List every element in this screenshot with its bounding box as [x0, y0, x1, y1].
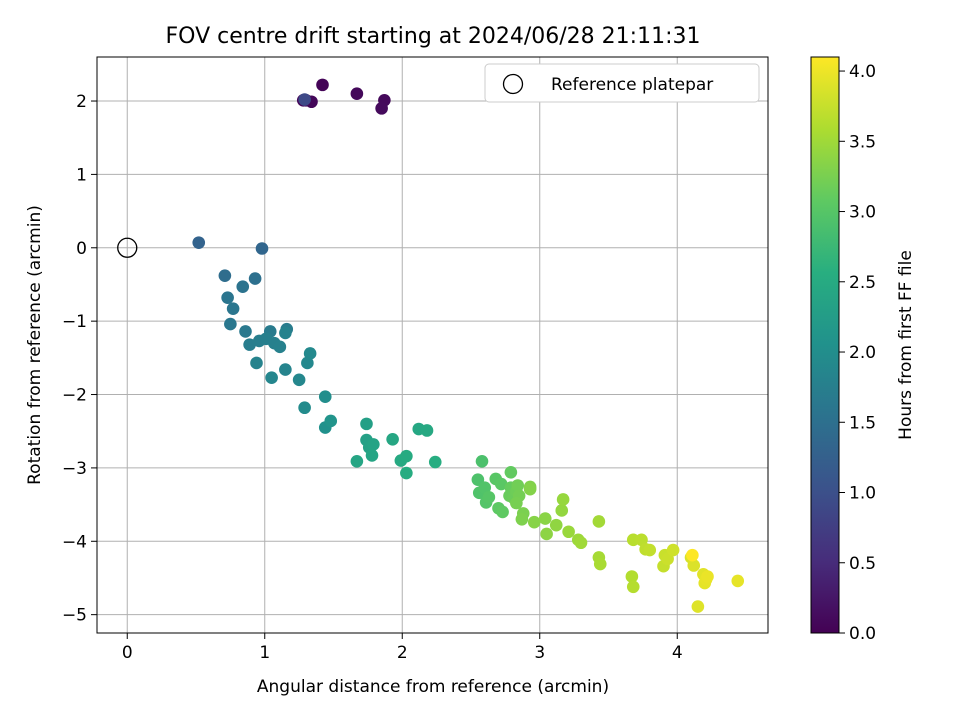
data-point: [192, 236, 205, 249]
data-point: [249, 272, 262, 285]
data-point: [701, 570, 714, 583]
colorbar-tick-label: 0.5: [849, 554, 876, 574]
colorbar-label: Hours from first FF file: [896, 250, 916, 440]
data-point: [279, 327, 292, 340]
colorbar-tick-label: 4.0: [849, 62, 876, 82]
x-tick-label: 1: [259, 643, 270, 663]
data-point: [279, 363, 292, 376]
data-point: [550, 519, 563, 532]
colorbar-tick-label: 1.5: [849, 413, 876, 433]
data-point: [686, 549, 699, 562]
data-point: [304, 347, 317, 360]
y-tick-label: −5: [62, 606, 87, 626]
data-point: [367, 438, 380, 451]
y-tick-label: 2: [76, 92, 87, 112]
x-axis-label: Angular distance from reference (arcmin): [257, 677, 609, 697]
colorbar-tick-label: 0.0: [849, 624, 876, 644]
data-point: [236, 280, 249, 293]
chart-title: FOV centre drift starting at 2024/06/28 …: [166, 24, 701, 49]
data-point: [483, 491, 496, 504]
data-point: [667, 544, 680, 557]
y-tick-label: −4: [62, 532, 87, 552]
x-tick-label: 0: [122, 643, 133, 663]
colorbar-tick-label: 1.0: [849, 484, 876, 504]
y-tick-label: 0: [76, 239, 87, 259]
data-point: [400, 467, 413, 480]
legend: Reference platepar: [485, 64, 759, 102]
y-axis-label: Rotation from reference (arcmin): [25, 205, 45, 485]
scatter-points: [192, 79, 744, 613]
data-point: [250, 357, 263, 370]
data-point: [524, 483, 537, 496]
chart: 0 1 2 3 4 2 1 0 −1 −2 −3 −4 −5 FOV centre drift sta…: [0, 0, 960, 720]
colorbar-ticks: 0.0 0.5 1.0 1.5 2.0 2.5 3.0 3.5 4.0: [839, 62, 876, 644]
data-point: [219, 269, 232, 282]
data-point: [539, 512, 552, 525]
data-point: [265, 371, 278, 384]
data-point: [496, 506, 509, 519]
data-point: [557, 493, 570, 506]
colorbar: 0.0 0.5 1.0 1.5 2.0 2.5 3.0 3.5 4.0 Hours from f…: [811, 57, 916, 644]
data-point: [375, 102, 388, 115]
data-point: [293, 374, 306, 387]
data-point: [227, 302, 240, 315]
legend-entry-reference-platepar: Reference platepar: [551, 75, 713, 95]
data-point: [643, 544, 656, 557]
data-point: [316, 79, 329, 92]
x-axis-ticks: 0 1 2 3 4: [122, 633, 683, 663]
data-point: [731, 575, 744, 588]
data-point: [510, 497, 523, 510]
data-point: [476, 455, 489, 468]
data-point: [360, 418, 373, 431]
data-point: [593, 515, 606, 528]
data-point: [505, 466, 518, 479]
y-tick-label: −1: [62, 312, 87, 332]
colorbar-tick-label: 3.0: [849, 203, 876, 223]
data-point: [516, 513, 529, 526]
plot-frame: [97, 57, 768, 633]
data-point: [692, 600, 705, 613]
data-point: [298, 401, 311, 414]
data-point: [324, 415, 337, 428]
data-point: [594, 558, 607, 571]
data-point: [319, 390, 332, 403]
data-point: [256, 242, 269, 255]
data-point: [400, 450, 413, 463]
data-point: [575, 536, 588, 549]
data-point: [221, 291, 234, 304]
data-point: [366, 449, 379, 462]
y-tick-label: 1: [76, 165, 87, 185]
data-point: [421, 424, 434, 437]
colorbar-tick-label: 3.5: [849, 132, 876, 152]
data-point: [627, 580, 640, 593]
data-point: [540, 528, 553, 541]
y-axis-ticks: 2 1 0 −1 −2 −3 −4 −5: [62, 92, 97, 626]
fov-drift-chart: 0 1 2 3 4 2 1 0 −1 −2 −3 −4 −5 FOV centre drift sta…: [0, 0, 960, 720]
data-point: [386, 433, 399, 446]
colorbar-tick-label: 2.0: [849, 343, 876, 363]
colorbar-gradient: [811, 57, 839, 633]
x-tick-label: 2: [397, 643, 408, 663]
data-point: [429, 456, 442, 469]
data-point: [351, 455, 364, 468]
colorbar-tick-label: 2.5: [849, 273, 876, 293]
data-point: [239, 325, 252, 338]
x-tick-label: 3: [534, 643, 545, 663]
data-point: [298, 93, 311, 106]
data-point: [274, 341, 287, 354]
data-point: [555, 504, 568, 517]
y-tick-label: −2: [62, 386, 87, 406]
data-point: [224, 318, 237, 331]
y-tick-label: −3: [62, 459, 87, 479]
data-point: [562, 525, 575, 538]
data-point: [351, 87, 364, 100]
x-tick-label: 4: [672, 643, 683, 663]
data-point: [528, 516, 541, 529]
grid: [97, 57, 768, 633]
